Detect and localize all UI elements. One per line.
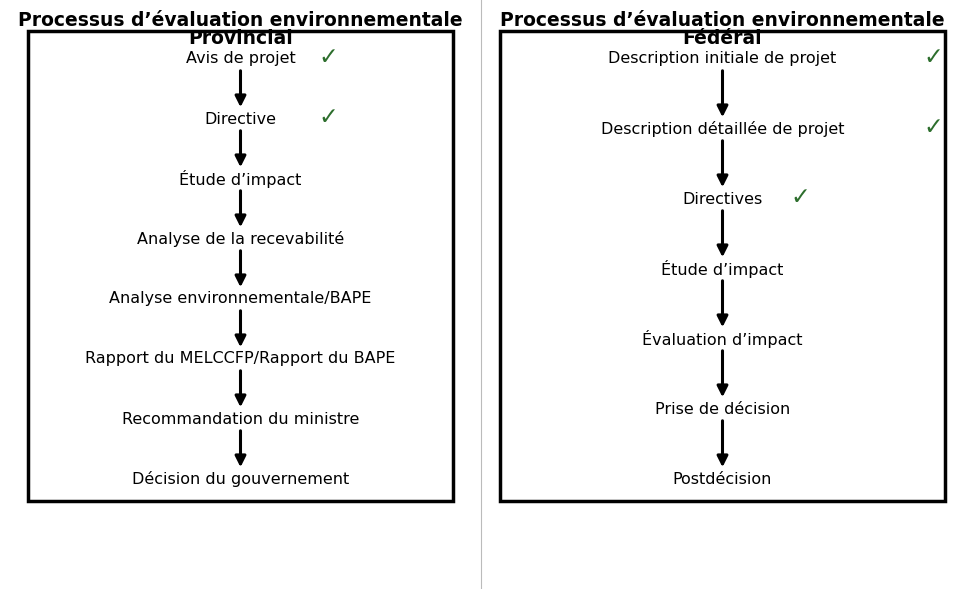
Text: Analyse de la recevabilité: Analyse de la recevabilité (137, 231, 344, 247)
Text: Directives: Directives (683, 191, 763, 207)
Text: Décision du gouvernement: Décision du gouvernement (132, 471, 350, 487)
Text: Processus d’évaluation environnementale: Processus d’évaluation environnementale (18, 11, 463, 30)
Text: ✓: ✓ (923, 45, 943, 69)
Text: ✓: ✓ (923, 115, 943, 139)
Bar (500, 31, 945, 501)
Text: Provincial: Provincial (188, 29, 293, 48)
Bar (28, 31, 453, 501)
Text: Évaluation d’impact: Évaluation d’impact (642, 330, 803, 348)
Text: ✓: ✓ (791, 185, 810, 209)
Text: Prise de décision: Prise de décision (655, 402, 790, 416)
Text: Description initiale de projet: Description initiale de projet (609, 51, 837, 67)
Text: ✓: ✓ (319, 45, 338, 69)
Text: Rapport du MELCCFP/Rapport du BAPE: Rapport du MELCCFP/Rapport du BAPE (86, 352, 396, 366)
Text: Directive: Directive (204, 111, 276, 127)
Text: Avis de projet: Avis de projet (186, 51, 296, 67)
Text: Processus d’évaluation environnementale: Processus d’évaluation environnementale (500, 11, 945, 30)
Text: Postdécision: Postdécision (673, 472, 772, 487)
Text: Analyse environnementale/BAPE: Analyse environnementale/BAPE (110, 292, 372, 306)
Text: Étude d’impact: Étude d’impact (662, 260, 784, 278)
Text: Étude d’impact: Étude d’impact (179, 170, 301, 188)
Text: Fédéral: Fédéral (683, 29, 763, 48)
Text: Description détaillée de projet: Description détaillée de projet (601, 121, 845, 137)
Text: Recommandation du ministre: Recommandation du ministre (121, 412, 359, 426)
Text: ✓: ✓ (319, 105, 338, 129)
